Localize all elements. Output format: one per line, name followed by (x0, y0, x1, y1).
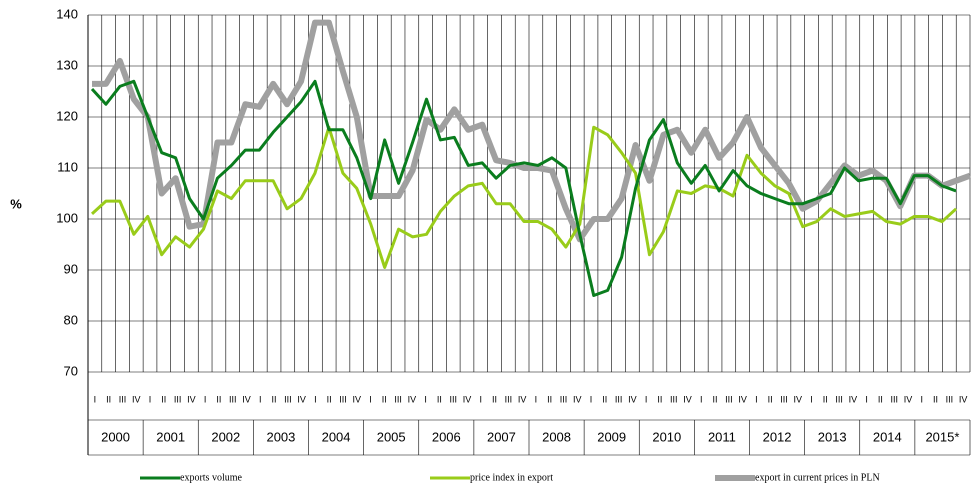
x-tick-label: II (878, 394, 883, 404)
year-label: 2000 (101, 429, 130, 444)
x-tick-label: III (835, 394, 843, 404)
year-label: 2003 (266, 429, 295, 444)
y-tick-label: 70 (64, 363, 78, 378)
x-tick-label: III (119, 394, 127, 404)
x-tick-label: III (725, 394, 733, 404)
x-tick-label: II (602, 394, 607, 404)
x-tick-label: II (161, 394, 166, 404)
x-tick-label: IV (959, 394, 968, 404)
x-tick-label: III (890, 394, 898, 404)
x-tick-label: III (339, 394, 347, 404)
x-tick-label: II (547, 394, 552, 404)
x-tick-label: I (590, 394, 593, 404)
y-tick-label: 140 (56, 6, 78, 21)
year-label: 2008 (542, 429, 571, 444)
x-tick-label: IV (628, 394, 637, 404)
x-tick-label: II (106, 394, 111, 404)
x-tick-label: I (865, 394, 868, 404)
x-tick-label: III (394, 394, 402, 404)
x-tick-label: I (480, 394, 483, 404)
x-tick-label: III (615, 394, 623, 404)
y-tick-label: 120 (56, 108, 78, 123)
x-tick-label: IV (518, 394, 527, 404)
year-label: 2009 (597, 429, 626, 444)
x-tick-label: II (216, 394, 221, 404)
x-tick-label: IV (352, 394, 361, 404)
x-tick-label: III (229, 394, 237, 404)
x-tick-label: IV (683, 394, 692, 404)
year-label: 2014 (873, 429, 902, 444)
x-tick-label: I (204, 394, 207, 404)
x-tick-label: I (755, 394, 758, 404)
x-tick-label: II (437, 394, 442, 404)
y-axis-label: % (10, 196, 22, 211)
x-tick-label: I (645, 394, 648, 404)
x-tick-label: III (560, 394, 568, 404)
x-tick-label: II (768, 394, 773, 404)
year-label: 2002 (211, 429, 240, 444)
x-tick-label: I (700, 394, 703, 404)
x-tick-label: II (933, 394, 938, 404)
x-tick-label: IV (904, 394, 913, 404)
x-tick-label: I (535, 394, 538, 404)
year-label: 2015* (925, 429, 959, 444)
x-tick-label: IV (738, 394, 747, 404)
x-tick-label: III (284, 394, 292, 404)
year-label: 2006 (432, 429, 461, 444)
x-tick-label: I (94, 394, 97, 404)
x-tick-label: II (382, 394, 387, 404)
y-tick-label: 80 (64, 312, 78, 327)
x-tick-label: II (272, 394, 277, 404)
x-tick-label: IV (297, 394, 306, 404)
x-tick-label: IV (849, 394, 858, 404)
year-label: 2004 (322, 429, 351, 444)
x-tick-label: III (449, 394, 457, 404)
legend-label: exports volume (180, 472, 242, 483)
legend-label: price index in export (470, 472, 553, 483)
x-tick-label: IV (408, 394, 417, 404)
series-line (92, 19, 972, 243)
x-tick-label: I (424, 394, 427, 404)
x-tick-label: II (657, 394, 662, 404)
x-tick-label: I (810, 394, 813, 404)
x-tick-label: II (327, 394, 332, 404)
x-tick-label: IV (242, 394, 251, 404)
x-tick-label: III (780, 394, 788, 404)
x-tick-label: I (369, 394, 372, 404)
x-tick-label: IV (573, 394, 582, 404)
x-tick-label: II (713, 394, 718, 404)
x-tick-label: IV (463, 394, 472, 404)
legend-label: export in current prices in PLN (755, 472, 880, 483)
x-tick-label: II (492, 394, 497, 404)
x-tick-label: III (174, 394, 182, 404)
y-tick-label: 100 (56, 210, 78, 225)
x-tick-label: II (823, 394, 828, 404)
x-tick-label: I (314, 394, 317, 404)
x-tick-label: IV (132, 394, 141, 404)
series-line (90, 79, 957, 297)
y-tick-label: 110 (57, 159, 78, 174)
x-tick-label: I (149, 394, 152, 404)
y-tick-label: 130 (56, 57, 78, 72)
year-label: 2010 (652, 429, 681, 444)
year-label: 2007 (487, 429, 516, 444)
y-tick-label: 90 (64, 261, 78, 276)
year-label: 2011 (708, 429, 736, 444)
series-line (90, 125, 958, 269)
year-label: 2005 (377, 429, 406, 444)
year-label: 2001 (156, 429, 185, 444)
year-label: 2013 (818, 429, 847, 444)
year-label: 2012 (763, 429, 792, 444)
x-tick-label: III (946, 394, 954, 404)
x-tick-label: III (670, 394, 678, 404)
x-tick-label: I (259, 394, 262, 404)
x-tick-label: IV (793, 394, 802, 404)
x-tick-label: I (921, 394, 924, 404)
x-tick-label: III (505, 394, 513, 404)
x-tick-label: IV (187, 394, 196, 404)
